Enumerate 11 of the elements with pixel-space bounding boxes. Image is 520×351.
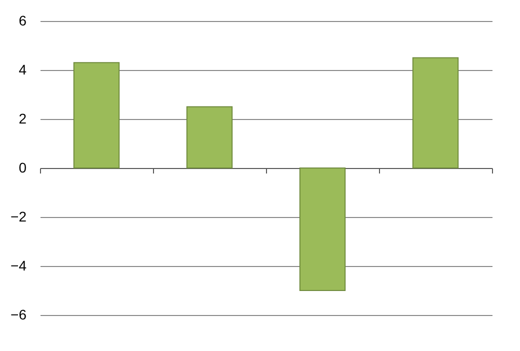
bar — [412, 57, 459, 168]
y-tick-label: −4 — [10, 258, 27, 274]
y-tick-label: −6 — [10, 306, 27, 322]
bar — [73, 62, 120, 168]
y-tick-label: 4 — [18, 62, 27, 78]
bar — [299, 168, 346, 291]
y-tick-label: 0 — [18, 160, 27, 176]
y-tick-label: 6 — [18, 12, 27, 28]
y-tick-label: −2 — [10, 208, 27, 224]
bar — [186, 106, 233, 168]
y-tick-label: 2 — [18, 110, 27, 126]
